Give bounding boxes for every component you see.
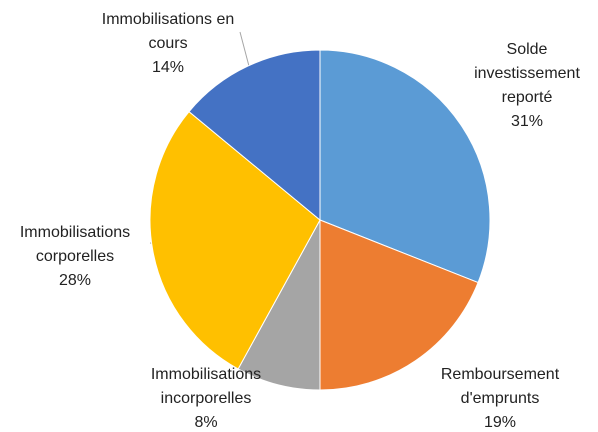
leader-line bbox=[239, 31, 251, 71]
slice-value-label: 19% bbox=[484, 414, 516, 431]
slice-value-label: 31% bbox=[511, 113, 543, 130]
slice-value-label: 14% bbox=[152, 59, 184, 76]
slice-label: Immobilisations incorporelles bbox=[151, 366, 261, 407]
slice-label: Solde investissement reporté bbox=[474, 41, 580, 106]
pie-slice bbox=[149, 110, 321, 370]
pie-slice bbox=[319, 49, 491, 284]
pie-slice bbox=[319, 219, 479, 391]
slice-label: Remboursement d'emprunts bbox=[441, 366, 560, 407]
slice-label: Immobilisations en cours bbox=[102, 11, 235, 52]
slice-value-label: 28% bbox=[59, 272, 91, 289]
pie-slice bbox=[188, 49, 321, 222]
slice-label: Immobilisations corporelles bbox=[20, 224, 130, 265]
slice-value-label: 8% bbox=[194, 414, 217, 431]
